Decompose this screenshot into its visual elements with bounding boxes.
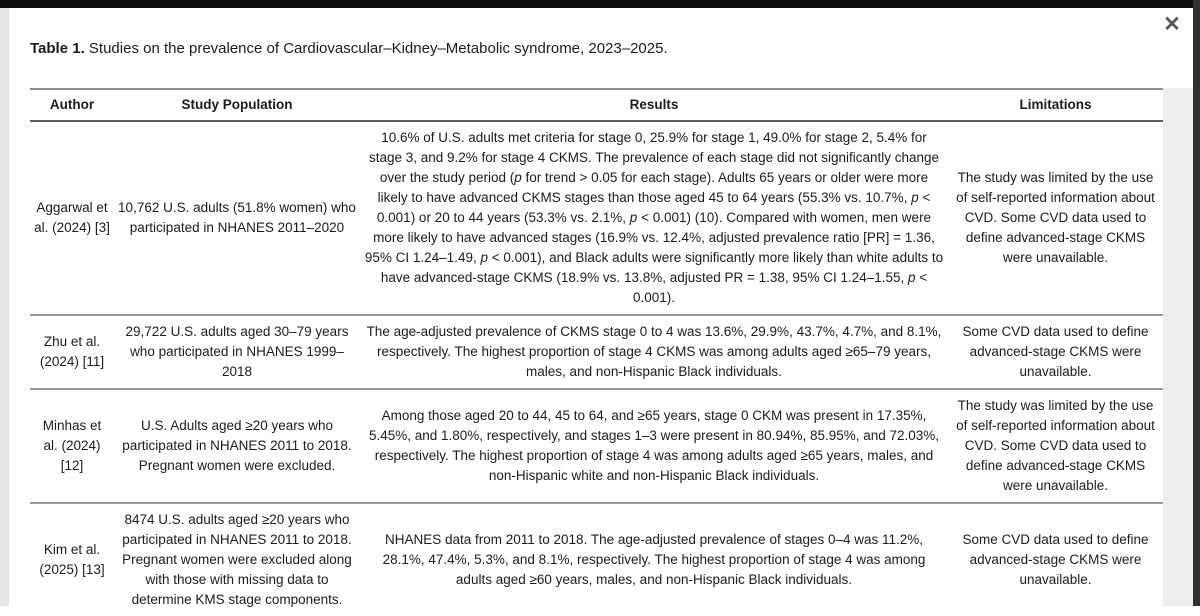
results-cell: The age-adjusted prevalence of CKMS stag… — [360, 314, 948, 389]
table-caption-text: Studies on the prevalence of Cardiovascu… — [84, 40, 668, 57]
column-header-limitations: Limitations — [948, 89, 1163, 122]
author-cell: Kim et al. (2025) [13] — [30, 502, 114, 616]
results-cell: NHANES data from 2011 to 2018. The age-a… — [360, 502, 948, 616]
author-cell: Minhas et al. (2024) [12] — [30, 388, 114, 503]
table-row: Zhu et al. (2024) [11] 29,722 U.S. adult… — [30, 314, 1163, 389]
column-header-results: Results — [360, 89, 948, 122]
close-icon[interactable]: ✕ — [1163, 12, 1181, 36]
limitations-cell: Some CVD data used to define advanced-st… — [948, 314, 1163, 389]
table-caption: Table 1. Studies on the prevalence of Ca… — [30, 39, 668, 59]
right-edge-border — [1193, 0, 1200, 606]
top-bar — [0, 0, 1200, 8]
header-row: Author Study Population Results Limitati… — [30, 89, 1163, 122]
population-cell: 8474 U.S. adults aged ≥20 years who part… — [114, 502, 360, 616]
population-cell: 29,722 U.S. adults aged 30–79 years who … — [114, 314, 360, 389]
results-cell: 10.6% of U.S. adults met criteria for st… — [364, 130, 944, 305]
limitations-cell: The study was limited by the use of self… — [948, 388, 1163, 503]
table-row: Minhas et al. (2024) [12] U.S. Adults ag… — [30, 388, 1163, 503]
column-header-study-population: Study Population — [114, 89, 360, 122]
right-gutter — [1163, 88, 1193, 606]
column-header-author: Author — [30, 89, 114, 122]
limitations-cell: Some CVD data used to define advanced-st… — [948, 502, 1163, 616]
left-edge-strip — [0, 8, 9, 606]
author-cell: Aggarwal et al. (2024) [3] — [34, 200, 110, 235]
limitations-cell: The study was limited by the use of self… — [956, 170, 1155, 265]
population-cell: 10,762 U.S. adults (51.8% women) who par… — [118, 200, 356, 235]
studies-table: Author Study Population Results Limitati… — [30, 88, 1163, 616]
results-cell: Among those aged 20 to 44, 45 to 64, and… — [360, 388, 948, 503]
population-cell: U.S. Adults aged ≥20 years who participa… — [114, 388, 360, 503]
table-row: Aggarwal et al. (2024) [3] 10,762 U.S. a… — [30, 121, 1163, 315]
table-caption-label: Table 1. — [30, 40, 85, 57]
table-row: Kim et al. (2025) [13] 8474 U.S. adults … — [30, 502, 1163, 616]
author-cell: Zhu et al. (2024) [11] — [30, 314, 114, 389]
